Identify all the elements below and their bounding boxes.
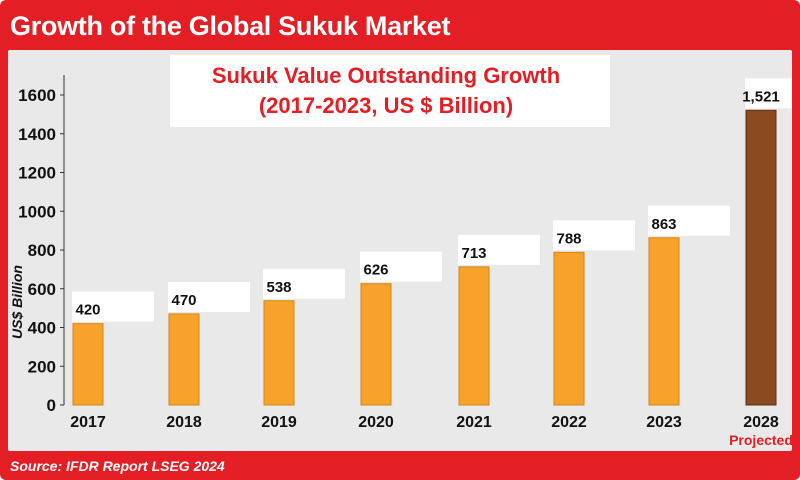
y-tick-label: 1000 [18,202,56,221]
bar [553,251,585,406]
y-tick-label: 200 [28,357,56,376]
data-label: 1,521 [742,88,780,105]
x-tick-label: 2020 [358,414,394,431]
x-tick-label: 2019 [261,414,297,431]
data-label: 538 [266,279,291,296]
plot-area: 0 200 400 600 800 1000 1200 1400 1600 Sukuk Valu… [8,50,800,451]
bar [168,313,200,406]
chart-subtitle: (2017-2023, US $ Billion) [259,93,513,118]
bar [72,323,104,406]
data-label: 863 [651,216,676,233]
data-label: 420 [75,302,100,319]
bar-projected [745,109,777,406]
page-title: Growth of the Global Sukuk Market [10,11,451,41]
y-tick-label: 1600 [18,86,56,105]
y-tick-label: 400 [28,319,56,338]
chart-title: Sukuk Value Outstanding Growth [212,63,560,88]
y-tick-label: 1400 [18,125,56,144]
y-axis-label: US$ Billion [9,265,25,339]
bar [458,266,490,406]
projected-note: Projected [729,432,792,448]
x-tick-label: 2023 [646,414,682,431]
data-label-box [458,234,540,265]
bar [648,237,680,406]
x-tick-label: 2028 [743,414,779,431]
data-label: 713 [461,245,486,262]
data-label-box [263,268,345,299]
data-label-box [360,251,442,282]
y-tick-label: 1200 [18,164,56,183]
y-tick-label: 600 [28,280,56,299]
x-tick-label: 2017 [70,414,106,431]
x-tick-label: 2018 [166,414,202,431]
bar [263,300,295,406]
chart-title-box [170,55,610,127]
y-tick-label: 800 [28,241,56,260]
data-label-box [168,281,250,312]
data-label-box [648,205,730,236]
x-tick-label: 2021 [456,414,492,431]
source-note: Source: IFDR Report LSEG 2024 [10,458,225,474]
y-tick-label: 0 [47,396,56,415]
data-label-box [745,78,800,109]
data-label: 788 [556,230,581,247]
data-label-box [72,291,154,322]
bar-chart: 0 200 400 600 800 1000 1200 1400 1600 Sukuk Valu… [9,55,800,448]
data-label: 626 [363,262,388,279]
data-label-box [553,220,635,251]
bar [360,283,392,406]
x-tick-label: 2022 [551,414,587,431]
data-label: 470 [171,292,196,309]
